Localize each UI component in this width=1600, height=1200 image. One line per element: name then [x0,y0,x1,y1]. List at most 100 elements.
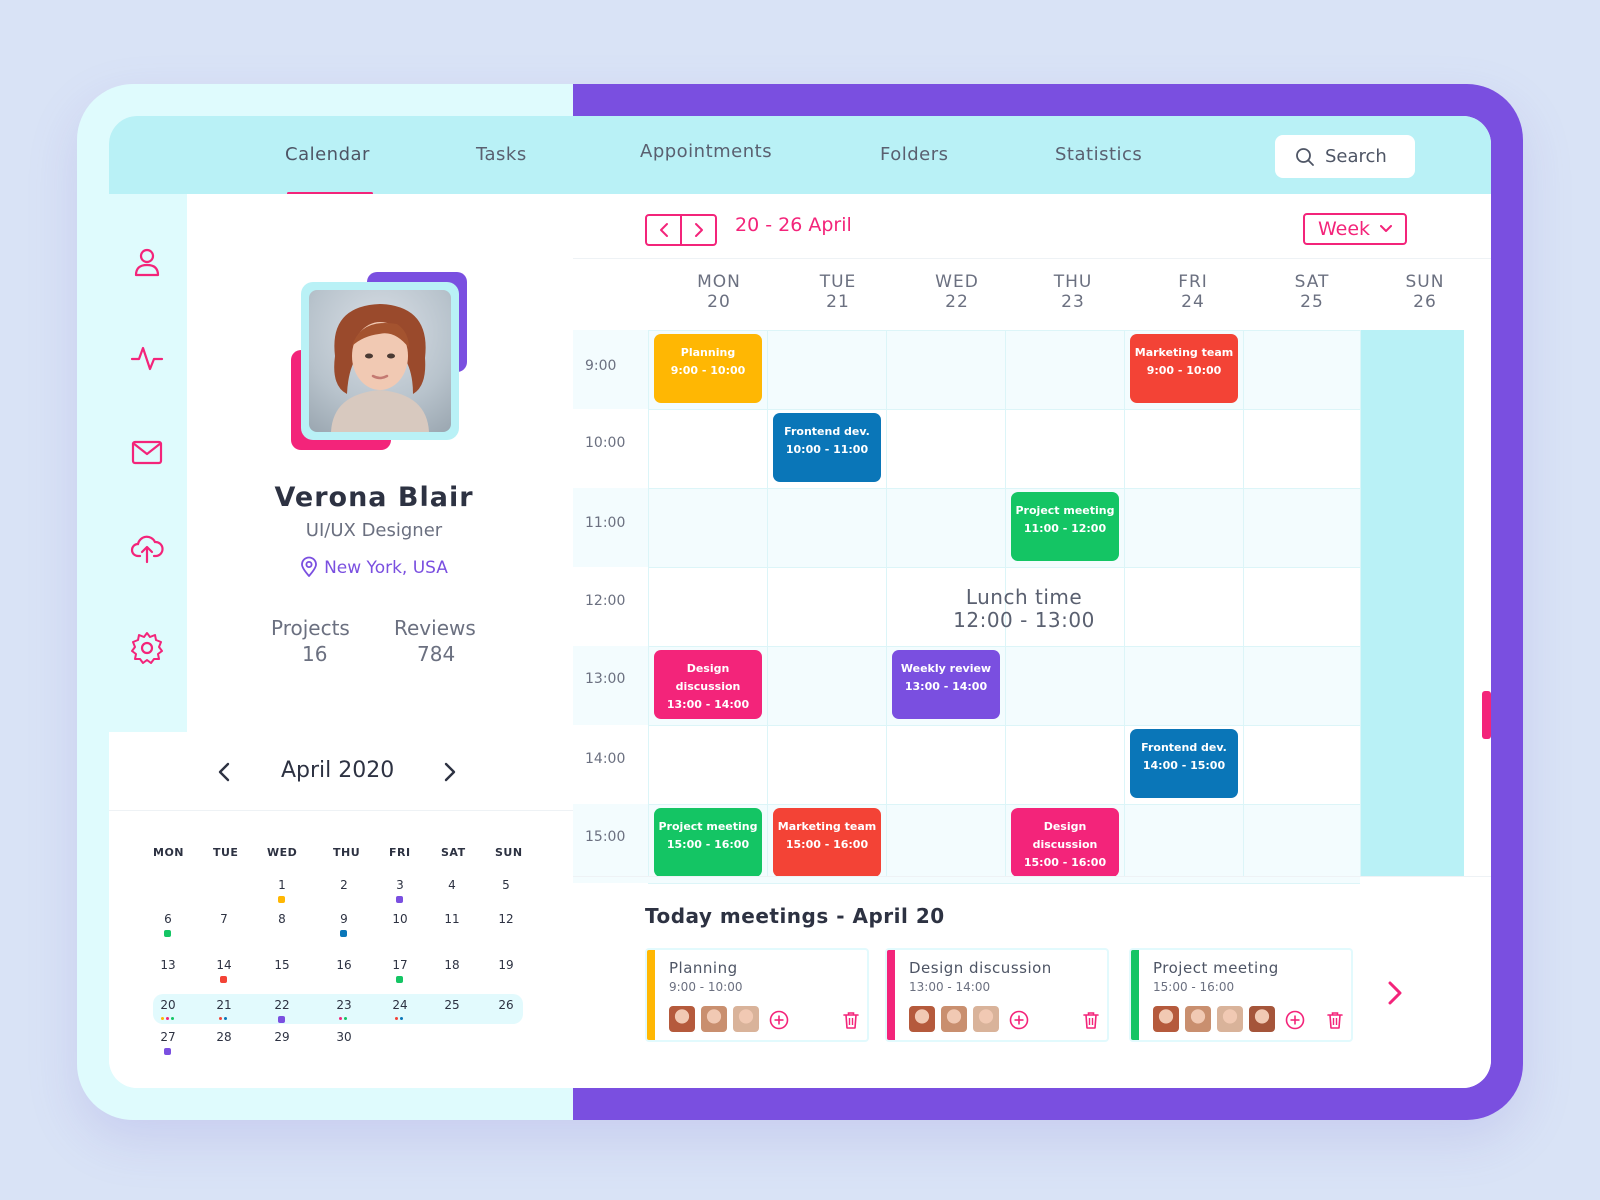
participant-avatar[interactable] [909,1006,935,1032]
tab-statistics[interactable]: Statistics [1055,144,1143,165]
participant-avatar[interactable] [669,1006,695,1032]
user-icon[interactable] [129,244,165,280]
mini-calendar-day[interactable]: 9 [340,912,348,926]
event-block[interactable]: Weekly review 13:00 - 14:00 [892,650,1000,719]
mini-calendar-day[interactable]: 29 [274,1030,290,1044]
mini-calendar-day[interactable]: 15 [274,958,290,972]
day-header-mon[interactable]: MON 20 [659,272,779,312]
event-block[interactable]: Project meeting 11:00 - 12:00 [1011,492,1119,561]
event-title: Planning [680,346,736,359]
participant-avatar[interactable] [973,1006,999,1032]
day-header-sat[interactable]: SAT 25 [1252,272,1372,312]
event-block[interactable]: Design discussion 13:00 - 14:00 [654,650,762,719]
tab-tasks[interactable]: Tasks [476,144,527,165]
search-button[interactable]: Search [1275,135,1415,178]
mini-calendar-day[interactable]: 2 [340,878,348,892]
mini-calendar-day[interactable]: 11 [444,912,460,926]
event-dot [163,1048,171,1055]
meeting-card[interactable]: Project meeting 15:00 - 16:00 [1129,948,1353,1042]
upload-cloud-icon[interactable] [129,530,165,566]
event-block[interactable]: Design discussion 15:00 - 16:00 [1011,808,1119,877]
mini-calendar-month: April 2020 [281,758,395,783]
settings-icon[interactable] [129,630,165,666]
mini-dow-sun: SUN [495,846,523,859]
event-block[interactable]: Frontend dev. 10:00 - 11:00 [773,413,881,482]
add-participant-icon[interactable] [1009,1010,1029,1030]
mini-calendar-day[interactable]: 1 [278,878,286,892]
mini-calendar-day[interactable]: 13 [160,958,176,972]
add-participant-icon[interactable] [769,1010,789,1030]
event-block[interactable]: Marketing team 9:00 - 10:00 [1130,334,1238,403]
avatar-frame [301,282,459,440]
participant-avatar[interactable] [1217,1006,1243,1032]
mini-calendar-next-button[interactable] [443,761,457,783]
participant-avatar[interactable] [1153,1006,1179,1032]
meeting-card[interactable]: Design discussion 13:00 - 14:00 [885,948,1109,1042]
mini-calendar-day[interactable]: 19 [498,958,514,972]
trash-icon[interactable] [1081,1010,1101,1030]
participant-avatar[interactable] [941,1006,967,1032]
mini-calendar-day[interactable]: 27 [160,1030,176,1044]
mini-calendar-day[interactable]: 24 [392,998,408,1012]
event-time: 13:00 - 14:00 [666,698,750,711]
day-header-thu[interactable]: THU 23 [1013,272,1133,312]
mini-calendar-day[interactable]: 28 [216,1030,232,1044]
time-label: 13:00 [585,671,626,687]
mini-calendar-day[interactable]: 10 [392,912,408,926]
mini-dow-fri: FRI [389,846,411,859]
event-block[interactable]: Project meeting 15:00 - 16:00 [654,808,762,877]
mini-calendar-day[interactable]: 18 [444,958,460,972]
tab-folders[interactable]: Folders [880,144,949,165]
mini-calendar-day[interactable]: 20 [160,998,176,1012]
meeting-time: 9:00 - 10:00 [669,980,743,994]
mini-calendar-day[interactable]: 17 [392,958,408,972]
mini-calendar-day[interactable]: 6 [164,912,172,926]
chevron-right-icon [694,223,703,237]
meeting-card[interactable]: Planning 9:00 - 10:00 [645,948,869,1042]
activity-icon[interactable] [129,340,165,376]
mini-calendar-day[interactable]: 25 [444,998,460,1012]
search-label: Search [1325,146,1387,167]
mini-calendar-day[interactable]: 21 [216,998,232,1012]
event-block[interactable]: Frontend dev. 14:00 - 15:00 [1130,729,1238,798]
day-header-tue[interactable]: TUE 21 [778,272,898,312]
mail-icon[interactable] [129,434,165,470]
view-mode-select[interactable]: Week [1303,213,1407,245]
tab-appointments[interactable]: Appointments [640,141,773,162]
mini-calendar-day[interactable]: 30 [336,1030,352,1044]
participant-avatar[interactable] [1249,1006,1275,1032]
event-time: 14:00 - 15:00 [1142,759,1226,772]
meetings-next-button[interactable] [1383,978,1407,1008]
mini-calendar-day[interactable]: 5 [502,878,510,892]
day-header-wed[interactable]: WED 22 [897,272,1017,312]
event-title: Marketing team [1134,346,1234,359]
event-block[interactable]: Marketing team 15:00 - 16:00 [773,808,881,877]
mini-calendar-day[interactable]: 8 [278,912,286,926]
week-prev-button[interactable] [647,216,682,244]
add-participant-icon[interactable] [1285,1010,1305,1030]
mini-calendar-day[interactable]: 23 [336,998,352,1012]
mini-calendar-day[interactable]: 7 [220,912,228,926]
grid-vline [767,330,768,876]
participant-avatar[interactable] [733,1006,759,1032]
scrollbar-thumb[interactable] [1482,691,1491,739]
mini-calendar-day[interactable]: 4 [448,878,456,892]
participant-avatar[interactable] [701,1006,727,1032]
mini-calendar-prev-button[interactable] [217,761,231,783]
trash-icon[interactable] [841,1010,861,1030]
tab-calendar[interactable]: Calendar [285,144,370,165]
mini-calendar-day[interactable]: 14 [216,958,232,972]
mini-calendar-day[interactable]: 22 [274,998,290,1012]
week-next-button[interactable] [682,216,715,244]
mini-calendar-day[interactable]: 3 [396,878,404,892]
event-block[interactable]: Planning 9:00 - 10:00 [654,334,762,403]
day-header-sun[interactable]: SUN 26 [1365,272,1485,312]
event-title: Marketing team [777,820,877,833]
mini-calendar-day[interactable]: 26 [498,998,514,1012]
mini-calendar-day[interactable]: 12 [498,912,514,926]
participant-avatar[interactable] [1185,1006,1211,1032]
grid-hline [648,488,1360,489]
mini-calendar-day[interactable]: 16 [336,958,352,972]
trash-icon[interactable] [1325,1010,1345,1030]
day-header-fri[interactable]: FRI 24 [1133,272,1253,312]
